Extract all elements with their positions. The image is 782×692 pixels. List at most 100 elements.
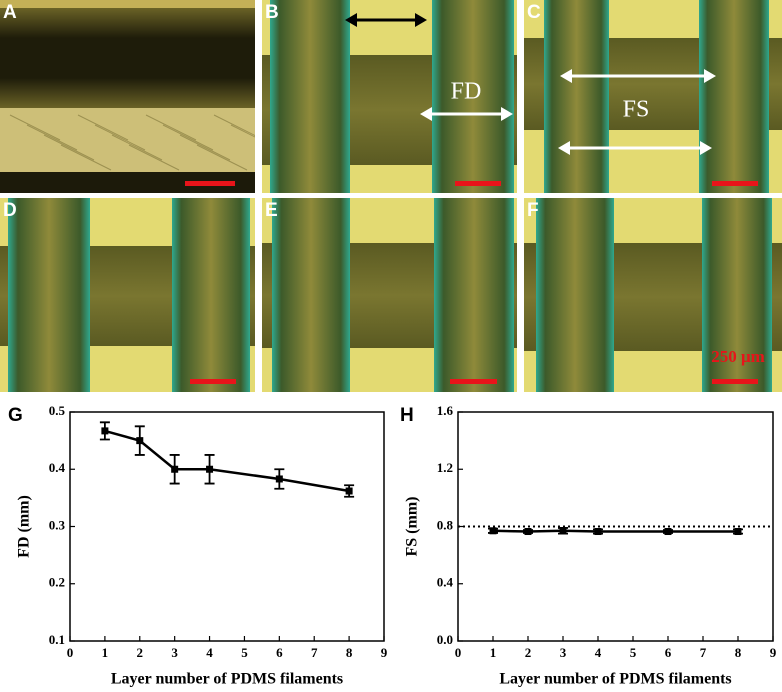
x-tick-label: 3 — [171, 645, 178, 660]
scratch — [77, 114, 129, 141]
x-tick-label: 9 — [770, 645, 777, 660]
y-tick-label: 0.4 — [437, 575, 454, 590]
scratch — [60, 144, 112, 171]
panel-label: B — [265, 2, 279, 23]
panel-image — [262, 198, 517, 392]
scale-bar — [712, 181, 758, 186]
data-point — [489, 527, 497, 535]
data-point — [275, 475, 283, 483]
filament — [699, 0, 769, 193]
plot-frame — [457, 411, 774, 642]
scale-bar — [190, 379, 236, 384]
filament — [0, 8, 255, 108]
data-point — [559, 527, 567, 535]
x-tick-label: 7 — [311, 645, 318, 660]
x-tick-label: 1 — [490, 645, 497, 660]
y-tick-label: 0.0 — [437, 632, 453, 647]
filament — [432, 0, 514, 193]
scratch — [26, 124, 78, 151]
x-tick-label: 9 — [381, 645, 388, 660]
y-axis-label: FD (mm) — [16, 495, 33, 558]
data-line — [492, 529, 738, 533]
x-tick-label: 0 — [67, 645, 74, 660]
micrographs: FD FS 250 μm A B C D E F — [0, 0, 782, 392]
scale-bar — [185, 181, 235, 186]
panel-image — [524, 198, 782, 392]
x-tick-label: 1 — [102, 645, 109, 660]
y-tick-label: 0.1 — [49, 632, 65, 647]
scratch — [145, 114, 197, 141]
scratch — [230, 124, 255, 138]
x-tick-label: 5 — [241, 645, 248, 660]
x-tick-label: 6 — [276, 645, 283, 660]
data-point — [664, 528, 672, 536]
y-tick-label: 0.5 — [49, 403, 66, 418]
filament — [434, 198, 514, 392]
scratch — [94, 124, 146, 151]
filament — [272, 198, 350, 392]
x-tick-label: 6 — [665, 645, 672, 660]
annotation: FS — [623, 97, 650, 123]
x-tick-label: 2 — [137, 645, 144, 660]
panel-label: H — [400, 405, 414, 426]
scale-label: 250 μm — [711, 347, 765, 366]
y-tick-label: 1.6 — [437, 403, 454, 418]
panel-label: E — [265, 200, 278, 221]
x-tick-label: 4 — [206, 645, 213, 660]
x-axis-label: Layer number of PDMS filaments — [111, 671, 343, 688]
x-tick-label: 4 — [595, 645, 602, 660]
x-tick-label: 5 — [630, 645, 637, 660]
scratch — [162, 124, 214, 151]
y-tick-label: 0.2 — [49, 575, 65, 590]
panel-image — [0, 198, 255, 392]
scratch — [111, 134, 163, 161]
scratch — [196, 144, 248, 171]
panel-label: C — [527, 2, 541, 23]
y-axis-label: FS (mm) — [404, 497, 421, 557]
data-point — [734, 528, 742, 536]
scratch — [213, 114, 255, 137]
data-point — [524, 528, 532, 536]
x-tick-label: 8 — [735, 645, 742, 660]
plot-frame — [69, 411, 385, 642]
panel-image — [262, 0, 517, 193]
filament — [0, 172, 255, 193]
x-axis-label: Layer number of PDMS filaments — [499, 671, 731, 688]
x-tick-label: 2 — [525, 645, 532, 660]
panel-label: F — [527, 200, 539, 221]
filament — [8, 198, 90, 392]
y-tick-label: 1.2 — [437, 460, 453, 475]
data-line — [104, 429, 350, 493]
filament — [702, 198, 772, 392]
annotation: FD — [451, 79, 482, 105]
y-tick-label: 0.8 — [437, 517, 454, 532]
x-tick-label: 8 — [346, 645, 353, 660]
scale-bar — [712, 379, 758, 384]
scratch — [179, 134, 231, 161]
y-tick-label: 0.3 — [49, 517, 66, 532]
scratch — [128, 144, 180, 171]
filament — [536, 198, 614, 392]
panel-label: D — [3, 200, 17, 221]
scratch — [43, 134, 95, 161]
filament — [544, 0, 609, 193]
scale-bar — [455, 181, 501, 186]
data-point — [171, 465, 179, 473]
filament — [172, 198, 250, 392]
y-tick-label: 0.4 — [49, 460, 66, 475]
filament — [270, 0, 350, 193]
data-point — [206, 465, 214, 473]
data-point — [136, 437, 144, 445]
panel-image — [0, 0, 255, 193]
data-point — [594, 528, 602, 536]
data-point — [345, 487, 353, 495]
panel-label: A — [3, 2, 17, 23]
scratch — [9, 114, 61, 141]
x-tick-label: 3 — [560, 645, 567, 660]
panel-image — [524, 0, 782, 193]
x-tick-label: 7 — [700, 645, 707, 660]
data-point — [101, 427, 109, 435]
scale-bar — [450, 379, 497, 384]
panel-label: G — [8, 405, 23, 426]
